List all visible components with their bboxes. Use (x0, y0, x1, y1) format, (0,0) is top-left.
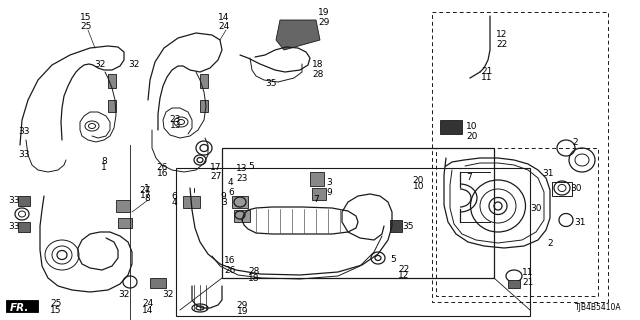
Polygon shape (276, 20, 320, 50)
Bar (176, 168, 530, 316)
Text: 30: 30 (530, 204, 541, 213)
Text: 10: 10 (466, 122, 477, 131)
Text: 16: 16 (157, 169, 168, 178)
Text: 17: 17 (210, 163, 221, 172)
Text: 35: 35 (402, 222, 413, 231)
Polygon shape (310, 172, 324, 186)
Text: 19: 19 (237, 307, 248, 316)
Polygon shape (234, 210, 250, 222)
Text: 31: 31 (574, 218, 586, 227)
Text: 21: 21 (522, 278, 533, 287)
Text: 7: 7 (314, 195, 319, 204)
Text: 11: 11 (481, 73, 493, 82)
Text: 17: 17 (140, 191, 151, 200)
Text: 21: 21 (481, 67, 493, 76)
Polygon shape (232, 196, 248, 208)
Text: 2: 2 (572, 138, 578, 147)
Text: 29: 29 (318, 18, 330, 27)
Polygon shape (118, 218, 132, 228)
Text: 32: 32 (118, 290, 129, 299)
Text: 14: 14 (142, 306, 154, 315)
Text: 32: 32 (128, 60, 140, 69)
Text: 5: 5 (248, 162, 254, 171)
Text: 11: 11 (522, 268, 534, 277)
Text: 15: 15 (80, 13, 92, 22)
Polygon shape (183, 196, 200, 208)
Text: 28: 28 (312, 70, 323, 79)
Text: 20: 20 (466, 132, 477, 141)
Polygon shape (200, 100, 208, 112)
Bar (222, 148, 494, 278)
Text: 33: 33 (18, 127, 29, 136)
Text: 8: 8 (144, 194, 150, 203)
Polygon shape (18, 196, 30, 206)
Text: 13: 13 (236, 164, 248, 173)
Text: 33: 33 (8, 196, 19, 205)
Polygon shape (6, 300, 38, 312)
Text: TJB4B5410A: TJB4B5410A (575, 303, 621, 312)
Text: 23: 23 (170, 115, 181, 124)
Text: 12: 12 (398, 271, 410, 280)
Text: 22: 22 (398, 265, 410, 274)
Polygon shape (150, 278, 166, 288)
Polygon shape (108, 74, 116, 88)
Text: 23: 23 (236, 174, 248, 183)
Text: 19: 19 (318, 8, 330, 17)
Text: 31: 31 (543, 169, 554, 178)
Text: 3: 3 (221, 198, 227, 207)
Text: 20: 20 (413, 176, 424, 185)
Text: 25: 25 (80, 22, 92, 31)
Polygon shape (108, 100, 116, 112)
Text: 29: 29 (237, 301, 248, 310)
Text: 6: 6 (228, 188, 234, 197)
Text: 14: 14 (218, 13, 229, 22)
Text: 30: 30 (570, 184, 582, 193)
Text: 3: 3 (326, 178, 332, 187)
Polygon shape (18, 222, 30, 232)
Text: 4: 4 (228, 178, 234, 187)
Text: 24: 24 (218, 22, 229, 31)
Text: 9: 9 (326, 188, 332, 197)
Text: 13: 13 (170, 121, 181, 130)
Text: 26: 26 (224, 266, 236, 275)
Text: 27: 27 (140, 186, 151, 195)
Text: 26: 26 (157, 163, 168, 172)
Bar (552, 182, 572, 196)
Text: 12: 12 (496, 30, 508, 39)
Text: 2: 2 (547, 239, 553, 248)
Text: 18: 18 (312, 60, 323, 69)
Text: 4: 4 (172, 198, 177, 207)
Text: 7: 7 (466, 173, 472, 182)
Text: 8: 8 (101, 157, 107, 166)
Text: 15: 15 (50, 306, 61, 315)
Text: 5: 5 (390, 255, 396, 264)
Text: 16: 16 (224, 256, 236, 265)
Text: 27: 27 (210, 172, 221, 181)
Text: 9: 9 (221, 192, 227, 201)
Text: 1: 1 (144, 184, 150, 193)
Text: 6: 6 (172, 192, 177, 201)
Text: 22: 22 (496, 40, 508, 49)
Text: 32: 32 (95, 60, 106, 69)
Text: 28: 28 (248, 267, 260, 276)
Text: 10: 10 (413, 182, 424, 191)
Polygon shape (200, 74, 208, 88)
Polygon shape (440, 120, 462, 134)
Bar (436, 148, 598, 296)
Text: 24: 24 (142, 299, 154, 308)
Text: 18: 18 (248, 274, 260, 283)
Text: FR.: FR. (10, 303, 29, 313)
Text: 25: 25 (50, 299, 61, 308)
Text: 33: 33 (8, 222, 19, 231)
Polygon shape (508, 280, 520, 288)
Text: 35: 35 (266, 79, 277, 88)
Polygon shape (116, 200, 130, 212)
Text: 32: 32 (162, 290, 173, 299)
Text: 33: 33 (18, 150, 29, 159)
Text: 1: 1 (101, 163, 107, 172)
Polygon shape (312, 188, 326, 200)
Polygon shape (390, 220, 402, 232)
Bar (432, 12, 608, 302)
